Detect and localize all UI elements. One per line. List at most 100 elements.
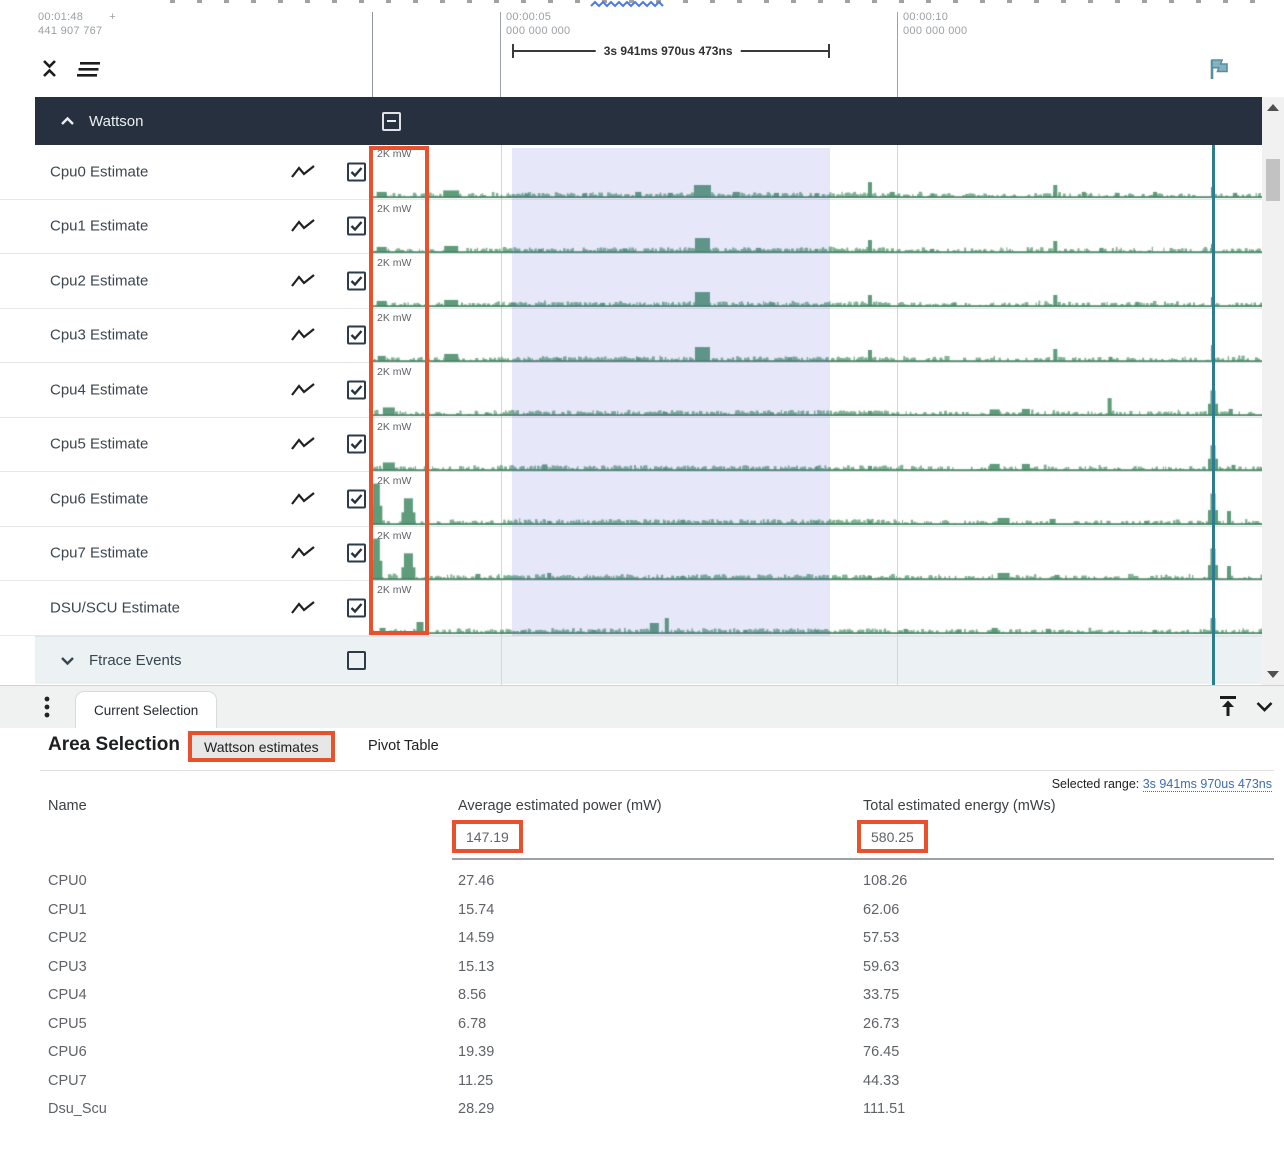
track-trace-canvas[interactable] xyxy=(371,199,1262,254)
track-checkbox-checked[interactable] xyxy=(347,216,366,236)
track-trace-canvas[interactable] xyxy=(371,472,1262,526)
track-row[interactable]: Cpu5 Estimate 2K mW xyxy=(0,417,1284,472)
track-row[interactable]: Cpu3 Estimate 2K mW xyxy=(0,308,1284,363)
track-trace-canvas[interactable] xyxy=(371,526,1262,581)
track-label: DSU/SCU Estimate xyxy=(50,599,181,617)
indeterminate-mark xyxy=(387,119,396,123)
track-trace-canvas[interactable] xyxy=(371,581,1262,635)
cursor-timestamp: 00:01:48 + 441 907 767 xyxy=(38,10,116,38)
cell-power: 14.59 xyxy=(458,930,495,947)
track-trace-area[interactable]: 2K mW xyxy=(371,199,1262,254)
more-vert-icon[interactable] xyxy=(44,696,50,718)
tab-label: Pivot Table xyxy=(368,738,439,754)
cell-power: 27.46 xyxy=(458,873,495,890)
table-row[interactable]: CPU6 19.39 76.45 xyxy=(0,1038,1284,1067)
track-group-ftrace[interactable]: Ftrace Events xyxy=(35,636,1262,684)
track-checkbox-checked[interactable] xyxy=(347,489,366,509)
track-trace-canvas[interactable] xyxy=(371,145,1262,199)
track-filter-menu-icon[interactable] xyxy=(77,60,101,78)
group-checkbox-indeterminate[interactable] xyxy=(382,111,401,131)
track-label: Cpu6 Estimate xyxy=(50,490,149,508)
line-chart-icon[interactable] xyxy=(290,544,316,562)
cell-energy: 33.75 xyxy=(863,987,900,1004)
track-trace-canvas[interactable] xyxy=(371,308,1262,363)
line-chart-icon[interactable] xyxy=(290,599,316,617)
area-selection-overlay[interactable] xyxy=(512,148,830,636)
line-chart-icon[interactable] xyxy=(290,381,316,399)
track-trace-canvas[interactable] xyxy=(371,363,1262,417)
scroll-up-arrow-icon[interactable] xyxy=(1267,104,1279,111)
track-trace-area[interactable]: 2K mW xyxy=(371,472,1262,526)
line-chart-icon[interactable] xyxy=(290,163,316,181)
table-row[interactable]: CPU2 14.59 57.53 xyxy=(0,924,1284,953)
cell-energy: 76.45 xyxy=(863,1044,900,1061)
cell-power: 8.56 xyxy=(458,987,487,1004)
line-chart-icon[interactable] xyxy=(290,217,316,235)
track-checkbox-checked[interactable] xyxy=(347,543,366,563)
track-row[interactable]: Cpu4 Estimate 2K mW xyxy=(0,363,1284,418)
track-checkbox-checked[interactable] xyxy=(347,434,366,454)
selected-range-link[interactable]: 3s 941ms 970us 473ns xyxy=(1142,777,1272,792)
table-row[interactable]: CPU4 8.56 33.75 xyxy=(0,981,1284,1010)
track-row[interactable]: Cpu6 Estimate 2K mW xyxy=(0,472,1284,527)
table-row[interactable]: CPU3 15.13 59.63 xyxy=(0,953,1284,982)
track-trace-canvas[interactable] xyxy=(371,417,1262,472)
total-power-value: 147.19 xyxy=(466,828,509,845)
track-row[interactable]: Cpu2 Estimate 2K mW xyxy=(0,254,1284,309)
track-trace-area[interactable]: 2K mW xyxy=(371,581,1262,635)
line-chart-icon[interactable] xyxy=(290,435,316,453)
column-header-energy: Total estimated energy (mWs) xyxy=(863,798,1056,814)
cell-name: CPU2 xyxy=(48,930,87,947)
group-checkbox-unchecked[interactable] xyxy=(347,651,366,670)
selected-range-label: Selected range: xyxy=(1051,777,1140,791)
track-checkbox-checked[interactable] xyxy=(347,380,366,400)
flag-marker-icon[interactable] xyxy=(1206,56,1232,82)
collapse-tracks-icon[interactable] xyxy=(40,58,59,79)
track-trace-area[interactable]: 2K mW xyxy=(371,254,1262,308)
track-trace-area[interactable]: 2K mW xyxy=(371,308,1262,363)
scroll-down-arrow-icon[interactable] xyxy=(1267,671,1279,678)
tab-current-selection[interactable]: Current Selection xyxy=(75,691,218,729)
table-row[interactable]: CPU0 27.46 108.26 xyxy=(0,867,1284,896)
track-row[interactable]: Cpu0 Estimate 2K mW xyxy=(0,145,1284,200)
tab-label: Current Selection xyxy=(94,703,199,718)
track-left-panel: DSU/SCU Estimate xyxy=(35,581,371,635)
table-row[interactable]: Dsu_Scu 28.29 111.51 xyxy=(0,1095,1284,1124)
table-row[interactable]: CPU5 6.78 26.73 xyxy=(0,1010,1284,1039)
chevron-up-icon[interactable] xyxy=(60,116,75,126)
check-icon xyxy=(350,221,363,232)
track-trace-area[interactable]: 2K mW xyxy=(371,363,1262,417)
track-checkbox-checked[interactable] xyxy=(347,271,366,291)
cursor-ns: 441 907 767 xyxy=(38,25,103,37)
check-icon xyxy=(350,548,363,559)
cell-name: CPU5 xyxy=(48,1015,87,1032)
line-chart-icon[interactable] xyxy=(290,490,316,508)
track-checkbox-checked[interactable] xyxy=(347,598,366,618)
check-icon xyxy=(350,166,363,178)
chevron-down-icon[interactable] xyxy=(60,656,75,666)
track-checkbox-checked[interactable] xyxy=(347,162,366,182)
vertical-scrollbar[interactable] xyxy=(1262,97,1284,685)
line-chart-icon[interactable] xyxy=(290,326,316,344)
expand-panel-top-icon[interactable] xyxy=(1217,694,1239,718)
track-label: Cpu2 Estimate xyxy=(50,272,149,290)
table-row[interactable]: CPU1 15.74 62.06 xyxy=(0,896,1284,925)
cell-energy: 44.33 xyxy=(863,1072,900,1089)
track-trace-area[interactable]: 2K mW xyxy=(371,145,1262,199)
tab-pivot-table[interactable]: Pivot Table xyxy=(368,738,439,754)
track-left-panel: Cpu7 Estimate xyxy=(35,527,371,581)
track-trace-area[interactable]: 2K mW xyxy=(371,417,1262,472)
tab-wattson-estimates[interactable]: Wattson estimates xyxy=(188,731,335,762)
table-row[interactable]: CPU7 11.25 44.33 xyxy=(0,1067,1284,1096)
track-trace-area[interactable]: 2K mW xyxy=(371,526,1262,581)
track-group-wattson[interactable]: Wattson xyxy=(35,97,1262,145)
scrollbar-thumb[interactable] xyxy=(1266,159,1280,201)
tab-label: Wattson estimates xyxy=(204,738,319,755)
track-trace-canvas[interactable] xyxy=(371,254,1262,308)
track-checkbox-checked[interactable] xyxy=(347,325,366,345)
track-row[interactable]: DSU/SCU Estimate 2K mW xyxy=(0,581,1284,636)
collapse-panel-icon[interactable] xyxy=(1255,700,1274,713)
track-row[interactable]: Cpu7 Estimate 2K mW xyxy=(0,526,1284,581)
line-chart-icon[interactable] xyxy=(290,272,316,290)
track-row[interactable]: Cpu1 Estimate 2K mW xyxy=(0,199,1284,254)
